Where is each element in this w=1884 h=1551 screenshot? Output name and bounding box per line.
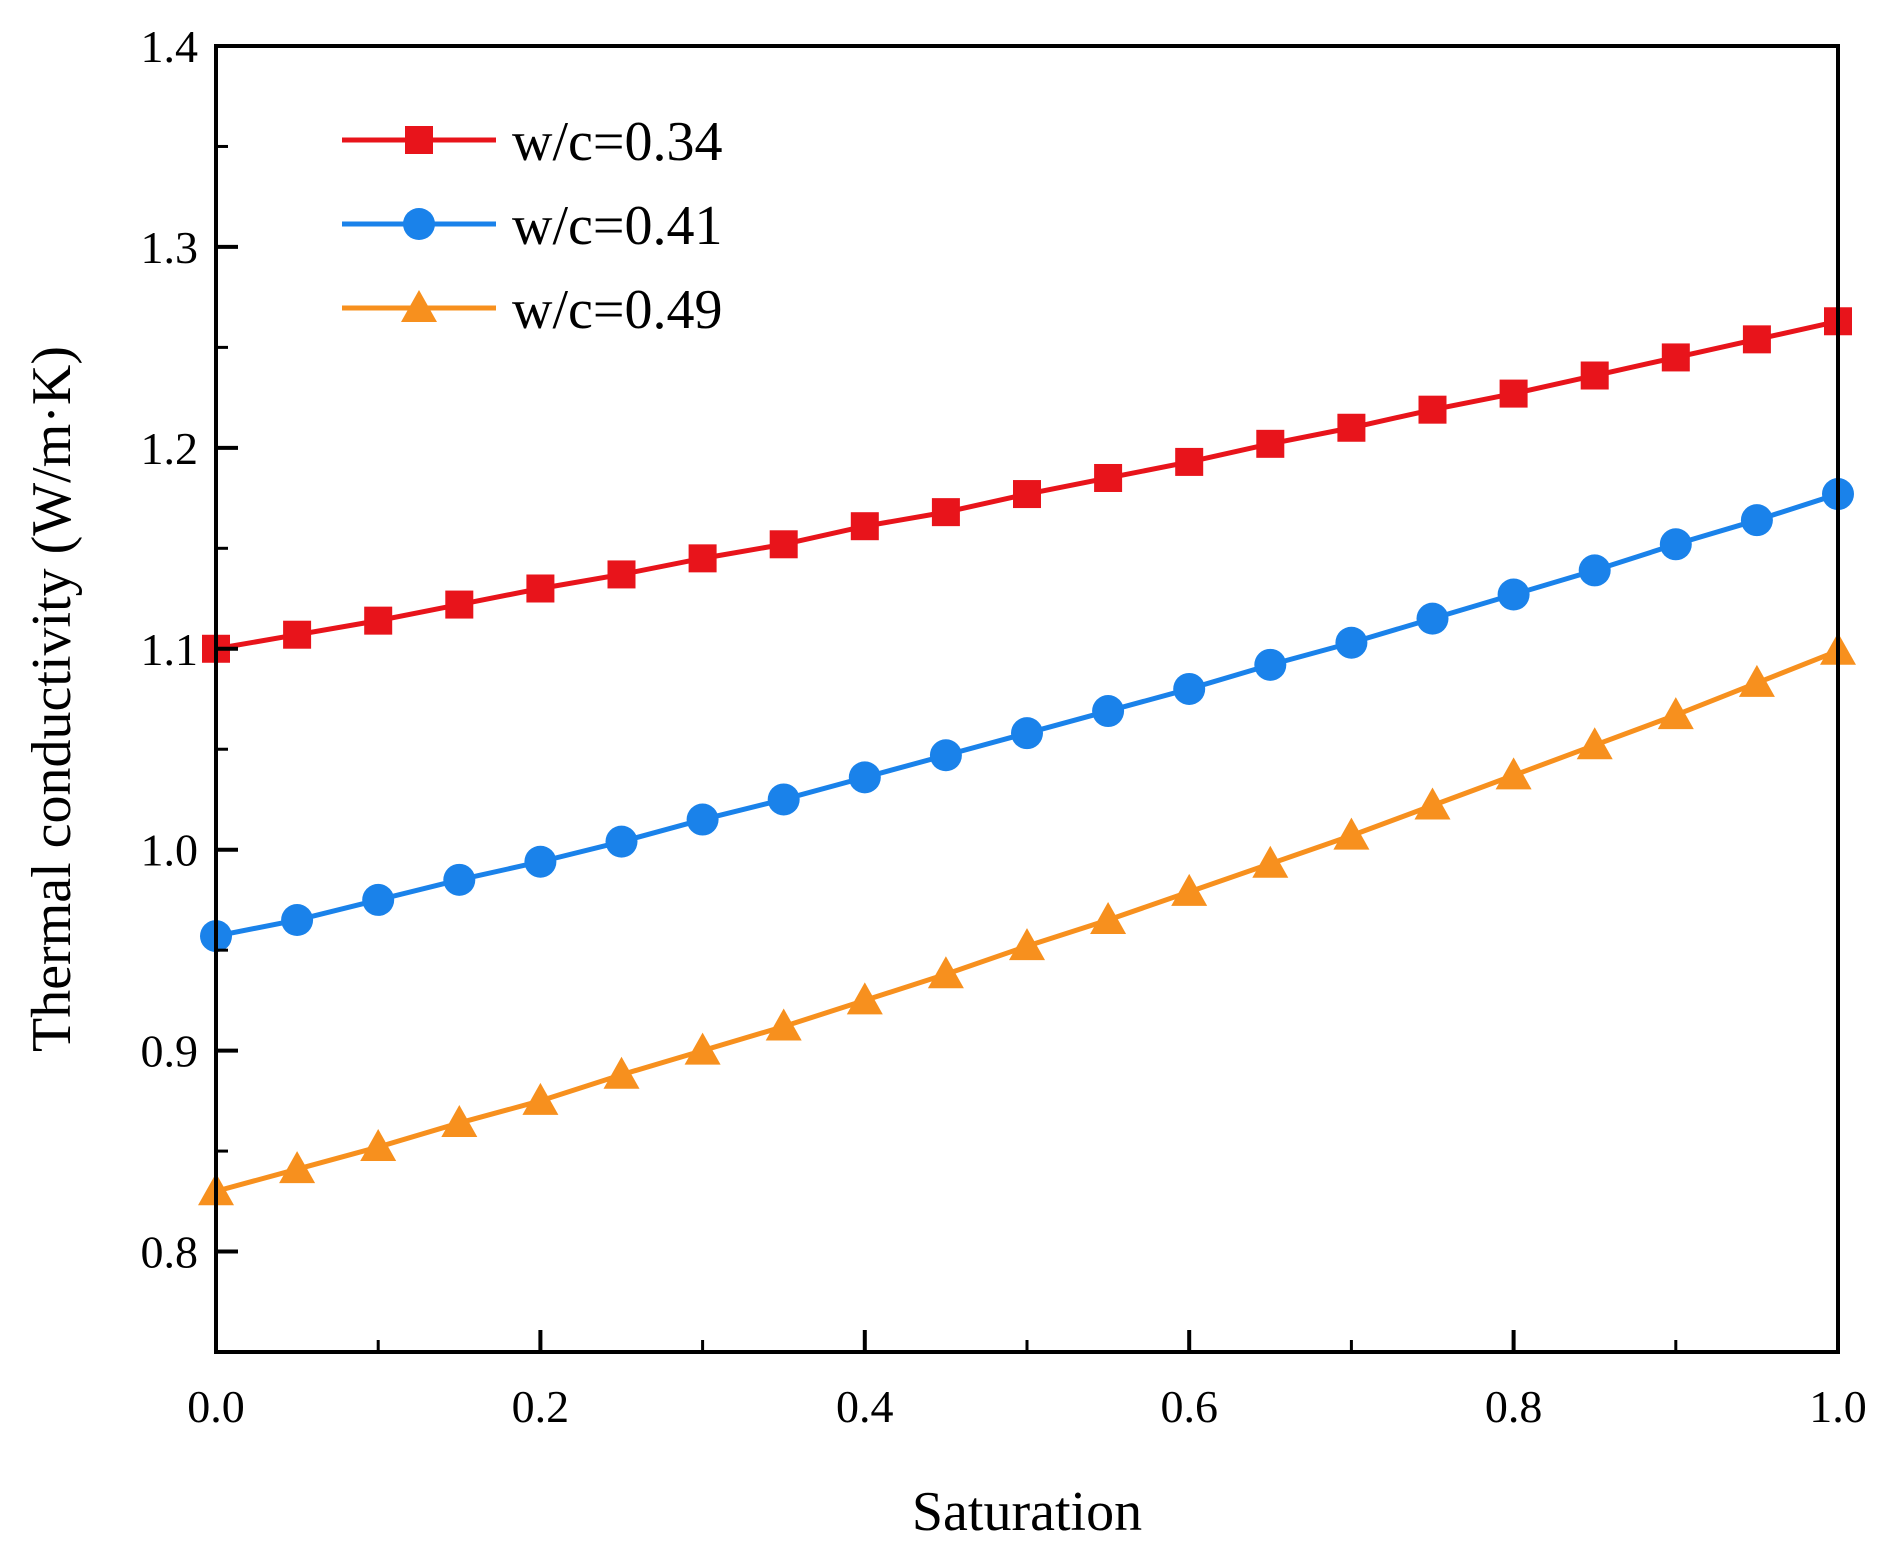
data-point bbox=[765, 1008, 802, 1041]
data-point bbox=[605, 825, 638, 858]
data-point bbox=[441, 1104, 478, 1137]
data-point bbox=[1175, 447, 1204, 476]
data-point bbox=[279, 1151, 316, 1184]
data-point bbox=[1580, 361, 1609, 390]
data-point bbox=[1252, 845, 1289, 878]
data-point bbox=[364, 606, 393, 635]
x-axis-label: Saturation bbox=[912, 1481, 1142, 1543]
data-point bbox=[1497, 578, 1530, 611]
data-point bbox=[1495, 757, 1532, 790]
data-point bbox=[524, 845, 557, 878]
legend-marker bbox=[403, 208, 435, 240]
x-tick-label: 0.8 bbox=[1485, 1381, 1543, 1432]
data-point bbox=[931, 498, 960, 527]
data-point bbox=[283, 620, 312, 649]
data-point bbox=[1740, 504, 1773, 537]
data-point bbox=[846, 982, 883, 1015]
plot-frame bbox=[214, 44, 1840, 1354]
y-tick-label: 1.2 bbox=[141, 423, 199, 474]
data-point bbox=[1738, 664, 1775, 697]
legend-label: w/c=0.49 bbox=[512, 279, 722, 341]
x-tick-label: 0.6 bbox=[1160, 1381, 1218, 1432]
data-point bbox=[1094, 463, 1123, 492]
data-point bbox=[1418, 395, 1447, 424]
data-point bbox=[1009, 928, 1045, 961]
legend-marker bbox=[401, 290, 437, 322]
data-point bbox=[362, 883, 395, 916]
data-point bbox=[1256, 429, 1285, 458]
y-axis-label: Thermal conductivity (W/m·K) bbox=[21, 346, 83, 1052]
data-point bbox=[443, 863, 476, 896]
data-point bbox=[603, 1056, 640, 1089]
data-point bbox=[1742, 325, 1771, 354]
y-tick-label: 1.0 bbox=[141, 825, 199, 876]
y-tick-label: 0.8 bbox=[141, 1227, 199, 1278]
y-tick-label: 0.9 bbox=[141, 1026, 199, 1077]
data-point bbox=[1335, 626, 1368, 659]
data-point bbox=[1659, 528, 1692, 561]
data-point bbox=[1576, 727, 1613, 760]
data-point bbox=[848, 761, 881, 794]
data-point bbox=[360, 1129, 397, 1162]
data-point bbox=[1254, 648, 1287, 681]
data-point bbox=[1337, 413, 1366, 442]
data-point bbox=[688, 544, 717, 573]
series-w/c=0.34 bbox=[202, 307, 1852, 663]
data-point bbox=[1414, 787, 1451, 820]
data-point bbox=[1011, 717, 1043, 750]
data-point bbox=[769, 530, 798, 559]
data-point bbox=[1499, 379, 1528, 408]
data-point bbox=[526, 574, 555, 603]
data-point bbox=[1013, 480, 1041, 509]
legend-label: w/c=0.41 bbox=[512, 195, 722, 257]
x-tick-label: 1.0 bbox=[1809, 1381, 1867, 1432]
data-point bbox=[1661, 343, 1690, 372]
y-tick-label: 1.1 bbox=[141, 624, 199, 675]
y-tick-label: 1.3 bbox=[141, 222, 199, 273]
data-point bbox=[929, 739, 962, 772]
data-point bbox=[522, 1082, 559, 1115]
legend-label: w/c=0.34 bbox=[512, 111, 722, 173]
x-tick-label: 0.0 bbox=[187, 1381, 245, 1432]
data-point bbox=[1090, 902, 1127, 935]
data-point bbox=[1173, 672, 1206, 705]
data-point bbox=[1416, 602, 1449, 635]
legend: w/c=0.34 w/c=0.41 w/c=0.49 bbox=[342, 111, 722, 341]
x-tick-label: 0.4 bbox=[836, 1381, 894, 1432]
data-point bbox=[445, 590, 474, 619]
x-tick-label: 0.2 bbox=[512, 1381, 570, 1432]
data-point bbox=[1092, 695, 1125, 728]
data-point bbox=[767, 783, 800, 816]
series-w/c=0.41 bbox=[200, 478, 1854, 953]
data-point bbox=[927, 956, 964, 989]
data-point bbox=[1171, 873, 1208, 906]
data-point bbox=[1657, 697, 1694, 730]
data-point bbox=[686, 803, 719, 836]
y-tick-label: 1.4 bbox=[141, 21, 199, 72]
data-point bbox=[850, 512, 879, 541]
data-point bbox=[1578, 554, 1611, 587]
data-point bbox=[684, 1032, 721, 1065]
data-point bbox=[281, 904, 314, 937]
data-point bbox=[1333, 817, 1370, 850]
data-point bbox=[607, 560, 636, 589]
legend-marker bbox=[405, 126, 433, 154]
